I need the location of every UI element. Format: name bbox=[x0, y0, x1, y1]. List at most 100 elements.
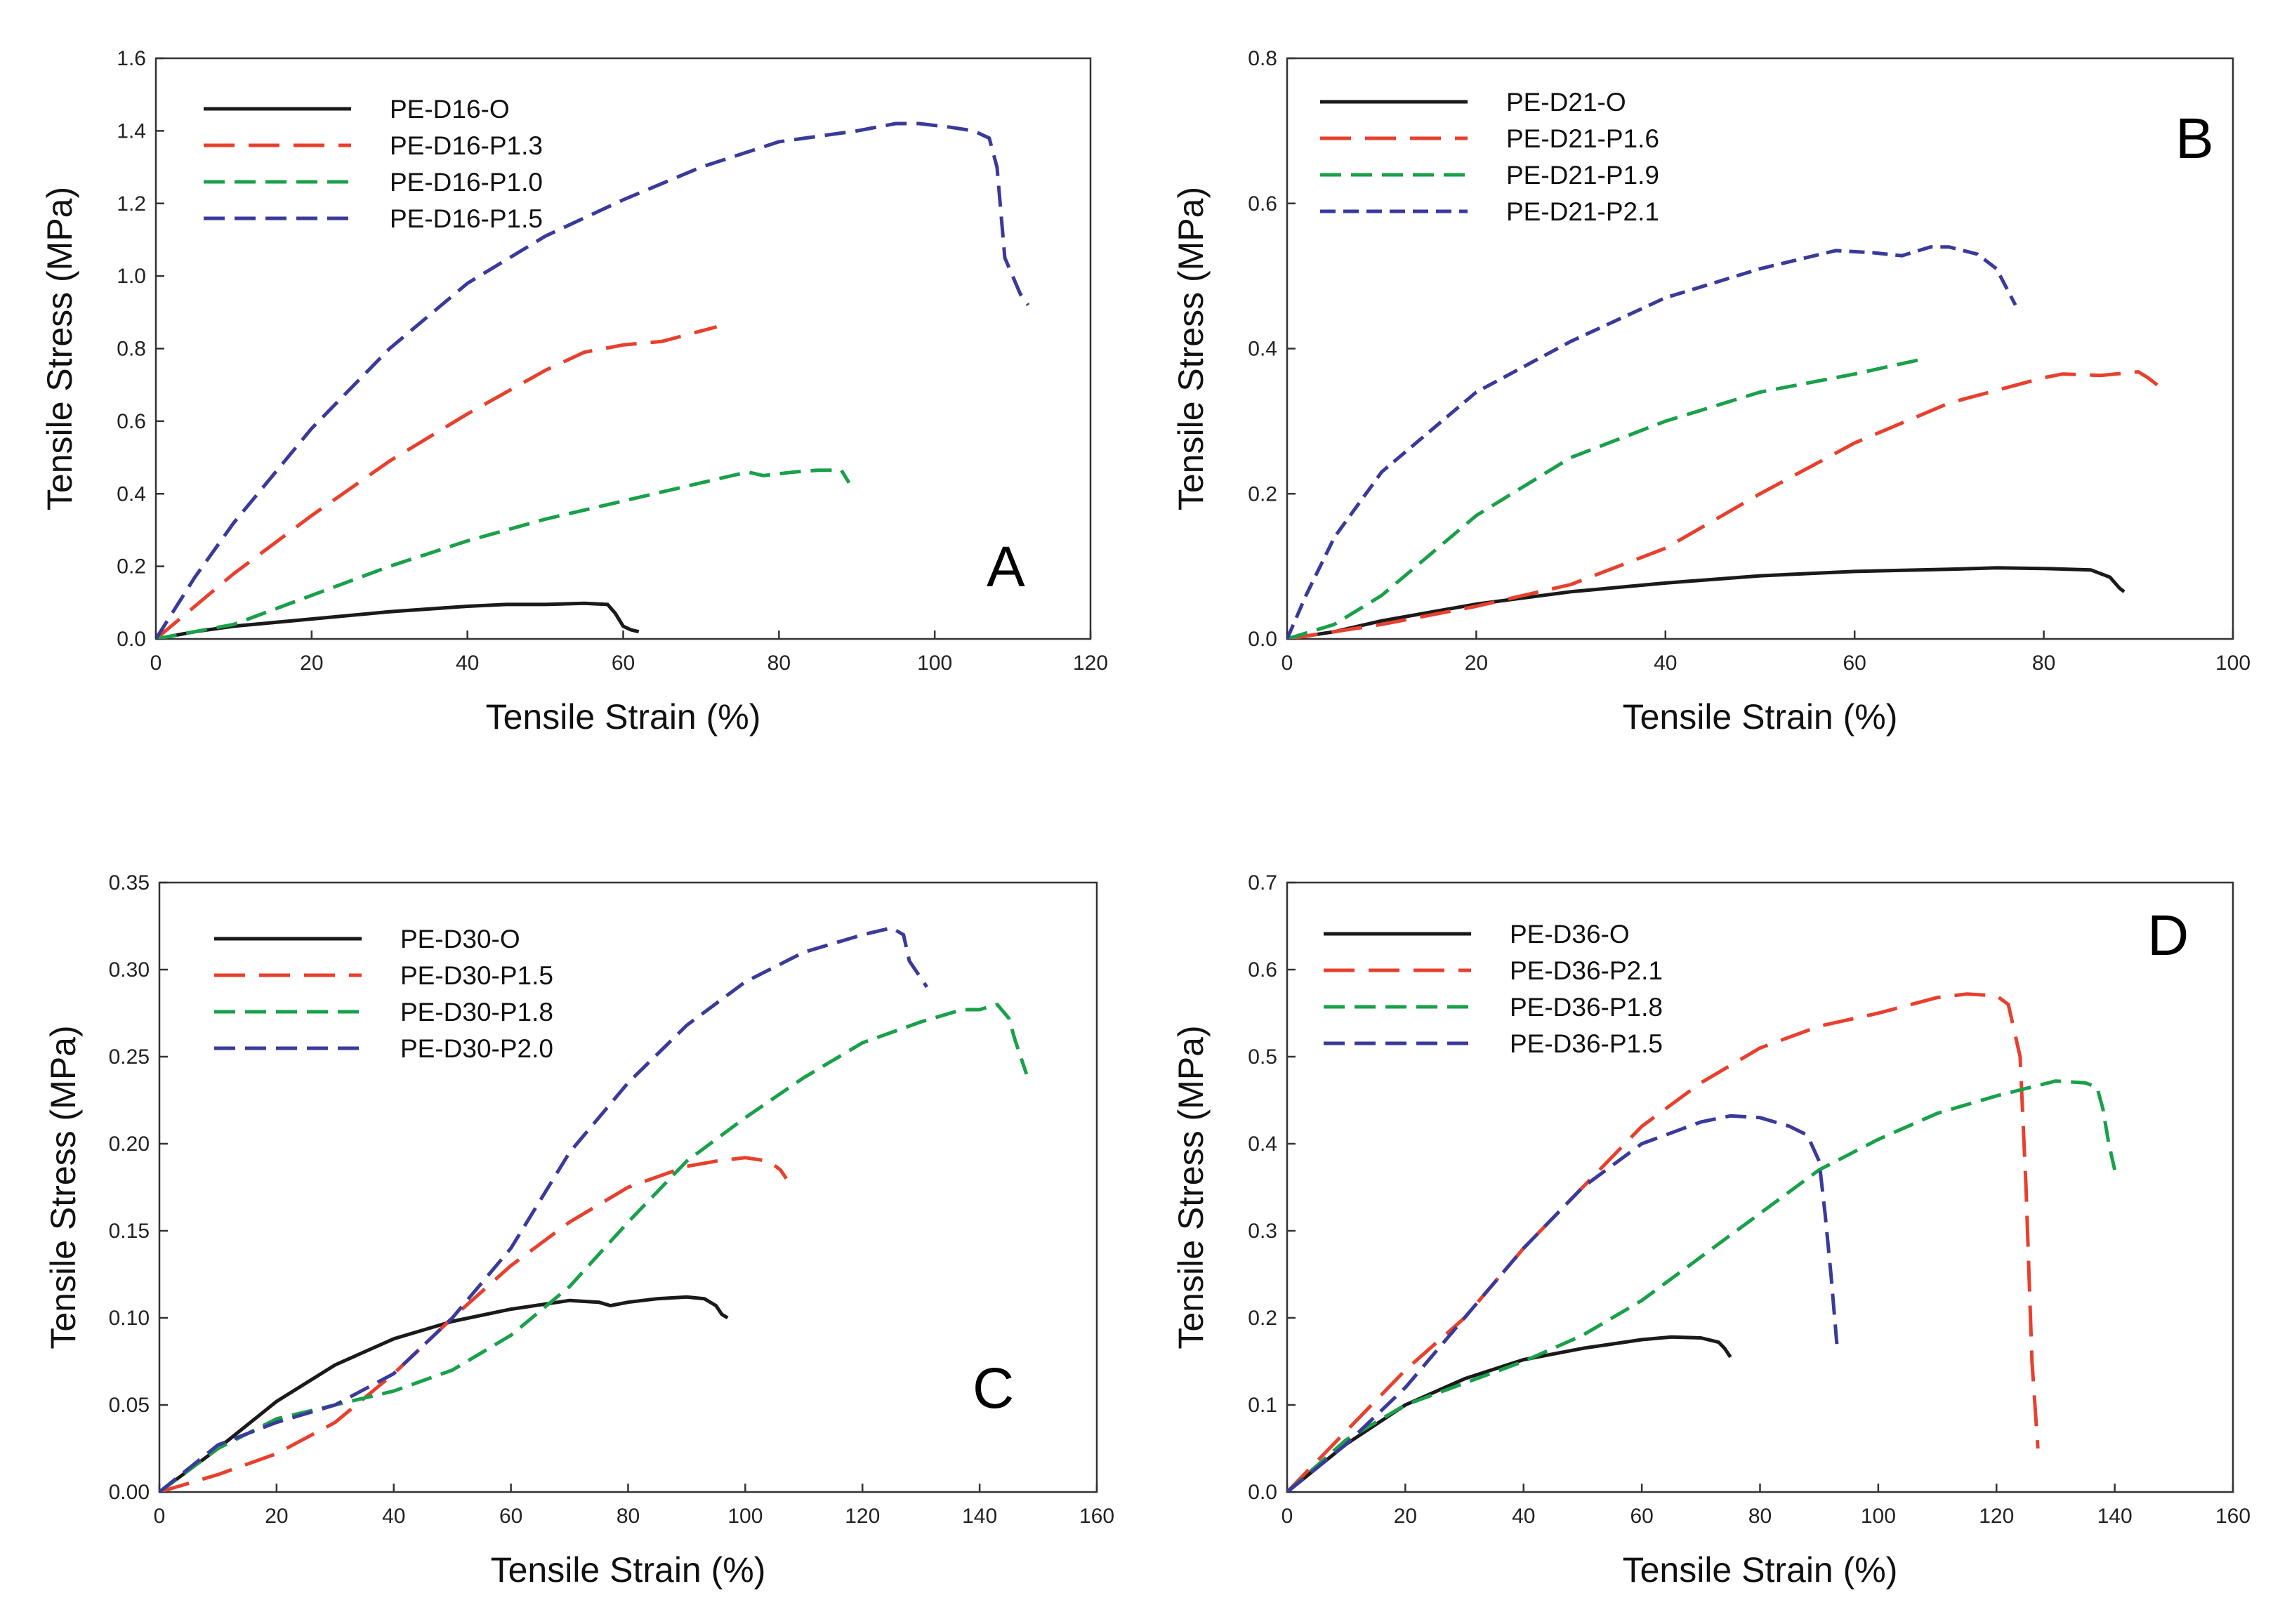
x-axis-title: Tensile Strain (%) bbox=[1623, 697, 1898, 737]
x-axis-title: Tensile Strain (%) bbox=[1623, 1550, 1898, 1590]
legend-label: PE-D21-P2.1 bbox=[1506, 197, 1659, 226]
x-tick-label: 60 bbox=[1630, 1505, 1653, 1528]
y-tick-label: 0.6 bbox=[1248, 958, 1277, 982]
y-tick-label: 1.2 bbox=[117, 192, 146, 216]
x-tick-label: 100 bbox=[727, 1505, 763, 1528]
legend-label: PE-D36-P2.1 bbox=[1510, 956, 1663, 985]
series-line-pe-d16-o bbox=[156, 601, 640, 639]
y-axis-title: Tensile Stress (MPa) bbox=[1171, 1025, 1211, 1349]
series-line-pe-d30-p1.8 bbox=[159, 1003, 1029, 1492]
y-tick-label: 0.05 bbox=[109, 1394, 150, 1417]
legend-label: PE-D36-P1.5 bbox=[1510, 1029, 1663, 1058]
x-tick-label: 40 bbox=[382, 1505, 405, 1528]
y-tick-label: 0.2 bbox=[1248, 1307, 1277, 1330]
legend-label: PE-D30-O bbox=[400, 925, 520, 953]
y-axis-title: Tensile Stress (MPa) bbox=[44, 1025, 83, 1349]
x-tick-label: 60 bbox=[499, 1505, 522, 1528]
legend-label: PE-D30-P2.0 bbox=[400, 1034, 553, 1063]
legend-label: PE-D30-P1.8 bbox=[400, 998, 553, 1026]
panel-letter: D bbox=[2147, 904, 2189, 968]
y-tick-label: 0.6 bbox=[117, 410, 146, 433]
x-tick-label: 160 bbox=[1079, 1505, 1114, 1528]
y-tick-label: 0.8 bbox=[1248, 47, 1277, 70]
x-tick-label: 40 bbox=[456, 652, 479, 675]
legend-label: PE-D36-O bbox=[1510, 920, 1630, 949]
panel-letter: A bbox=[987, 535, 1025, 599]
series-line-pe-d21-p1.9 bbox=[1287, 357, 1922, 639]
x-axis-title: Tensile Strain (%) bbox=[491, 1550, 766, 1590]
y-tick-label: 0.8 bbox=[117, 338, 146, 361]
plot-frame bbox=[1286, 881, 2234, 1493]
x-tick-label: 100 bbox=[1861, 1505, 1896, 1528]
series-line-pe-d16-p1.5 bbox=[156, 121, 1030, 639]
x-tick-label: 120 bbox=[1979, 1505, 2014, 1528]
x-tick-label: 40 bbox=[1512, 1505, 1535, 1528]
y-tick-label: 0.6 bbox=[1248, 192, 1277, 216]
x-tick-label: 160 bbox=[2215, 1505, 2251, 1528]
y-tick-label: 0.20 bbox=[109, 1133, 150, 1156]
x-tick-label: 120 bbox=[1073, 652, 1108, 675]
legend-label: PE-D21-P1.9 bbox=[1506, 161, 1659, 190]
y-tick-label: 1.0 bbox=[117, 265, 146, 288]
x-tick-label: 20 bbox=[300, 652, 323, 675]
y-tick-label: 0.4 bbox=[1248, 338, 1277, 361]
y-tick-label: 0.0 bbox=[1248, 628, 1277, 651]
x-tick-label: 80 bbox=[767, 652, 791, 675]
x-tick-label: 0 bbox=[1281, 1505, 1293, 1528]
legend-label: PE-D21-P1.6 bbox=[1506, 124, 1659, 153]
legend-label: PE-D30-P1.5 bbox=[400, 961, 553, 990]
y-tick-label: 0.4 bbox=[117, 482, 146, 506]
x-tick-label: 60 bbox=[612, 652, 635, 675]
series-line-pe-d36-p1.5 bbox=[1287, 1114, 1839, 1492]
y-axis-title: Tensile Stress (MPa) bbox=[1171, 187, 1211, 510]
x-axis-title: Tensile Strain (%) bbox=[486, 697, 761, 737]
y-tick-label: 0.0 bbox=[117, 628, 146, 651]
y-tick-label: 0.4 bbox=[1248, 1133, 1277, 1156]
series-line-pe-d21-o bbox=[1287, 566, 2126, 639]
x-tick-label: 20 bbox=[265, 1505, 288, 1528]
series-line-pe-d36-p2.1 bbox=[1287, 992, 2040, 1492]
x-tick-label: 0 bbox=[1281, 652, 1293, 675]
series-line-pe-d21-p1.6 bbox=[1287, 370, 2159, 639]
y-tick-label: 0.25 bbox=[109, 1045, 150, 1069]
y-tick-label: 1.4 bbox=[117, 119, 146, 143]
series-line-pe-d16-p1.3 bbox=[156, 325, 718, 639]
y-tick-label: 1.6 bbox=[117, 47, 146, 70]
series-line-pe-d30-p1.5 bbox=[159, 1156, 788, 1492]
y-tick-label: 0.0 bbox=[1248, 1481, 1277, 1504]
legend-label: PE-D16-P1.0 bbox=[390, 168, 543, 197]
series-line-pe-d36-o bbox=[1287, 1335, 1732, 1492]
series-line-pe-d21-p2.1 bbox=[1287, 245, 2017, 639]
series-line-pe-d16-p1.0 bbox=[156, 468, 851, 639]
legend-label: PE-D16-P1.5 bbox=[390, 204, 543, 233]
y-tick-label: 0.3 bbox=[1248, 1220, 1277, 1243]
legend-label: PE-D36-P1.8 bbox=[1510, 993, 1663, 1022]
series-line-pe-d30-o bbox=[159, 1295, 729, 1492]
y-tick-label: 0.10 bbox=[109, 1307, 150, 1330]
series-line-pe-d30-p2.0 bbox=[159, 926, 929, 1492]
plot-frame bbox=[1286, 57, 2234, 640]
x-tick-label: 80 bbox=[2032, 652, 2055, 675]
panel-letter: B bbox=[2175, 107, 2214, 171]
y-tick-label: 0.35 bbox=[109, 871, 150, 894]
y-tick-label: 0.2 bbox=[1248, 482, 1277, 506]
panel-b: 0 20 40 60 80 100 0.0 0.2 0.4 0.6 0.8 Tensile Strai… bbox=[1171, 47, 2251, 737]
panel-letter: C bbox=[973, 1356, 1014, 1420]
x-tick-label: 140 bbox=[962, 1505, 997, 1528]
y-tick-label: 0.00 bbox=[109, 1481, 150, 1504]
y-tick-label: 0.7 bbox=[1248, 871, 1277, 894]
x-tick-label: 140 bbox=[2097, 1505, 2133, 1528]
x-tick-label: 80 bbox=[617, 1505, 640, 1528]
x-tick-label: 0 bbox=[154, 1505, 166, 1528]
x-tick-label: 20 bbox=[1394, 1505, 1417, 1528]
legend-label: PE-D16-O bbox=[390, 95, 510, 124]
y-tick-label: 0.15 bbox=[109, 1220, 150, 1243]
y-tick-label: 0.5 bbox=[1248, 1045, 1277, 1069]
x-tick-label: 100 bbox=[2215, 652, 2251, 675]
y-tick-label: 0.2 bbox=[117, 555, 146, 579]
y-tick-label: 0.1 bbox=[1248, 1394, 1277, 1417]
series-line-pe-d36-p1.8 bbox=[1287, 1079, 2117, 1492]
panel-c: 0 20 40 60 80 100 120 140 160 0.00 0.05 0.10 0.15 0.2… bbox=[44, 871, 1114, 1590]
legend-label: PE-D21-O bbox=[1506, 88, 1626, 117]
